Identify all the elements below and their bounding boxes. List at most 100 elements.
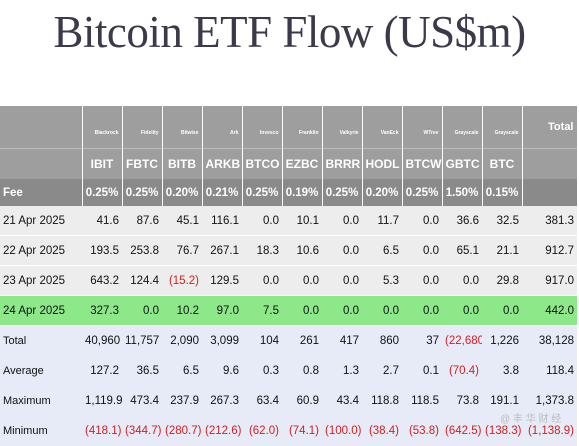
total-header-cell: Total (522, 106, 578, 149)
stat-cell: 6.5 (162, 356, 202, 386)
flow-cell: 87.6 (122, 206, 162, 236)
flow-cell: 0.0 (402, 265, 442, 296)
flow-cell: 0.0 (442, 295, 482, 326)
issuer-cell: Fidelity (122, 106, 163, 149)
stat-cell: 63.4 (242, 386, 282, 416)
fee-cell: 0.19% (282, 179, 323, 206)
ticker-cell: BTC (482, 148, 523, 179)
fee-cell: 0.15% (482, 179, 523, 206)
ticker-cell: BTCO (242, 148, 283, 179)
date-cell: 23 Apr 2025 (0, 265, 82, 296)
stat-cell: 37 (402, 325, 442, 356)
fee-cell: 0.25% (122, 179, 163, 206)
flow-cell: 267.1 (202, 235, 242, 266)
issuer-cell: VanEck (362, 106, 403, 149)
table-row: 22 Apr 2025 193.5 253.8 76.7 267.1 18.3 10.6 0.… (0, 235, 577, 266)
stat-cell: 1,226 (482, 325, 522, 356)
flow-cell: 0.0 (322, 235, 362, 266)
stat-total-cell: 1,373.8 (522, 386, 577, 416)
stat-cell: (62.0) (242, 416, 282, 446)
fee-cell: 0.25% (242, 179, 283, 206)
stat-cell: 104 (242, 325, 282, 356)
flow-cell: 0.0 (322, 295, 362, 326)
corner-cell (0, 148, 83, 179)
issuer-header-row: Blackrock Fidelity Bitwise Ark Invesco Frankl… (0, 106, 578, 149)
page-title: Bitcoin ETF Flow (US$m) (53, 7, 526, 57)
flow-cell: 0.0 (442, 265, 482, 296)
ticker-cell: BTCW (402, 148, 443, 179)
ticker-cell: ARKB (202, 148, 243, 179)
flow-cell: 0.0 (482, 295, 522, 326)
stat-cell: 127.2 (82, 356, 122, 386)
stat-cell: 36.5 (122, 356, 162, 386)
date-cell: 21 Apr 2025 (0, 206, 82, 236)
issuer-cell: Ark (202, 106, 243, 149)
fee-cell: 0.25% (402, 179, 443, 206)
total-header-cell (522, 148, 578, 179)
stat-cell: 9.6 (202, 356, 242, 386)
flow-cell: 116.1 (202, 206, 242, 236)
stat-cell: (212.6) (202, 416, 242, 446)
flow-cell: 5.3 (362, 265, 402, 296)
flow-cell: 0.0 (322, 265, 362, 296)
flow-cell: 10.1 (282, 206, 322, 236)
stat-cell: 267.3 (202, 386, 242, 416)
stat-row: Maximum 1,119.9 473.4 237.9 267.3 63.4 60.9 43.… (0, 386, 577, 416)
stat-cell: 2.7 (362, 356, 402, 386)
flow-cell: 45.1 (162, 206, 202, 236)
date-cell: 22 Apr 2025 (0, 235, 82, 266)
date-cell: 24 Apr 2025 (0, 295, 82, 326)
stat-cell: (53.8) (402, 416, 442, 446)
table-body: Blackrock Fidelity Bitwise Ark Invesco Frankl… (0, 106, 578, 446)
stat-cell: 261 (282, 325, 322, 356)
flow-cell: 129.5 (202, 265, 242, 296)
flow-cell: 11.7 (362, 206, 402, 236)
fee-cell: 0.25% (322, 179, 363, 206)
stat-row: Average 127.2 36.5 6.5 9.6 0.3 0.8 1.3 2.7 0.1 (70… (0, 356, 577, 386)
fee-total-cell (522, 179, 578, 206)
flow-cell: 0.0 (242, 206, 282, 236)
etf-flow-table: Blackrock Fidelity Bitwise Ark Invesco Frankl… (0, 106, 578, 446)
issuer-cell: WTree (402, 106, 443, 149)
ticker-cell: EZBC (282, 148, 323, 179)
flow-cell: 65.1 (442, 235, 482, 266)
flow-cell: 32.5 (482, 206, 522, 236)
ticker-cell: IBIT (82, 148, 123, 179)
issuer-cell: Valkyrie (322, 106, 363, 149)
stat-cell: 3,099 (202, 325, 242, 356)
flow-cell: 18.3 (242, 235, 282, 266)
stat-cell: 2,090 (162, 325, 202, 356)
stat-row: Total 40,960 11,757 2,090 3,099 104 261 417 860 3… (0, 325, 577, 356)
ticker-cell: HODL (362, 148, 403, 179)
stat-total-cell: 38,128 (522, 325, 577, 356)
fee-cell: 0.25% (82, 179, 123, 206)
stat-cell: 43.4 (322, 386, 362, 416)
stat-label: Minimum (0, 416, 82, 446)
flow-cell: 0.0 (402, 235, 442, 266)
stat-cell: 860 (362, 325, 402, 356)
ticker-cell: BITB (162, 148, 203, 179)
flow-cell: 0.0 (322, 206, 362, 236)
fee-cell: 0.20% (362, 179, 403, 206)
stat-cell: (74.1) (282, 416, 322, 446)
flow-cell: 97.0 (202, 295, 242, 326)
flow-cell: 10.2 (162, 295, 202, 326)
flow-cell: 41.6 (82, 206, 122, 236)
stat-cell: 237.9 (162, 386, 202, 416)
stat-cell: 473.4 (122, 386, 162, 416)
stat-cell: (38.4) (362, 416, 402, 446)
issuer-cell: Grayscale (482, 106, 523, 149)
flow-cell: 0.0 (402, 206, 442, 236)
stat-row: Minimum (418.1) (344.7) (280.7) (212.6) (62.0… (0, 416, 577, 446)
stat-label: Average (0, 356, 82, 386)
row-total-cell: 381.3 (522, 206, 577, 236)
stat-cell: 0.1 (402, 356, 442, 386)
stat-cell: (70.4) (442, 356, 482, 386)
ticker-header-row: IBIT FBTC BITB ARKB BTCO EZBC BRRR HODL BTCW GBTC… (0, 148, 578, 179)
stat-cell: (418.1) (82, 416, 122, 446)
flow-cell: 76.7 (162, 235, 202, 266)
stat-cell: 60.9 (282, 386, 322, 416)
flow-cell: 0.0 (242, 265, 282, 296)
stat-cell: 11,757 (122, 325, 162, 356)
stat-cell: 417 (322, 325, 362, 356)
